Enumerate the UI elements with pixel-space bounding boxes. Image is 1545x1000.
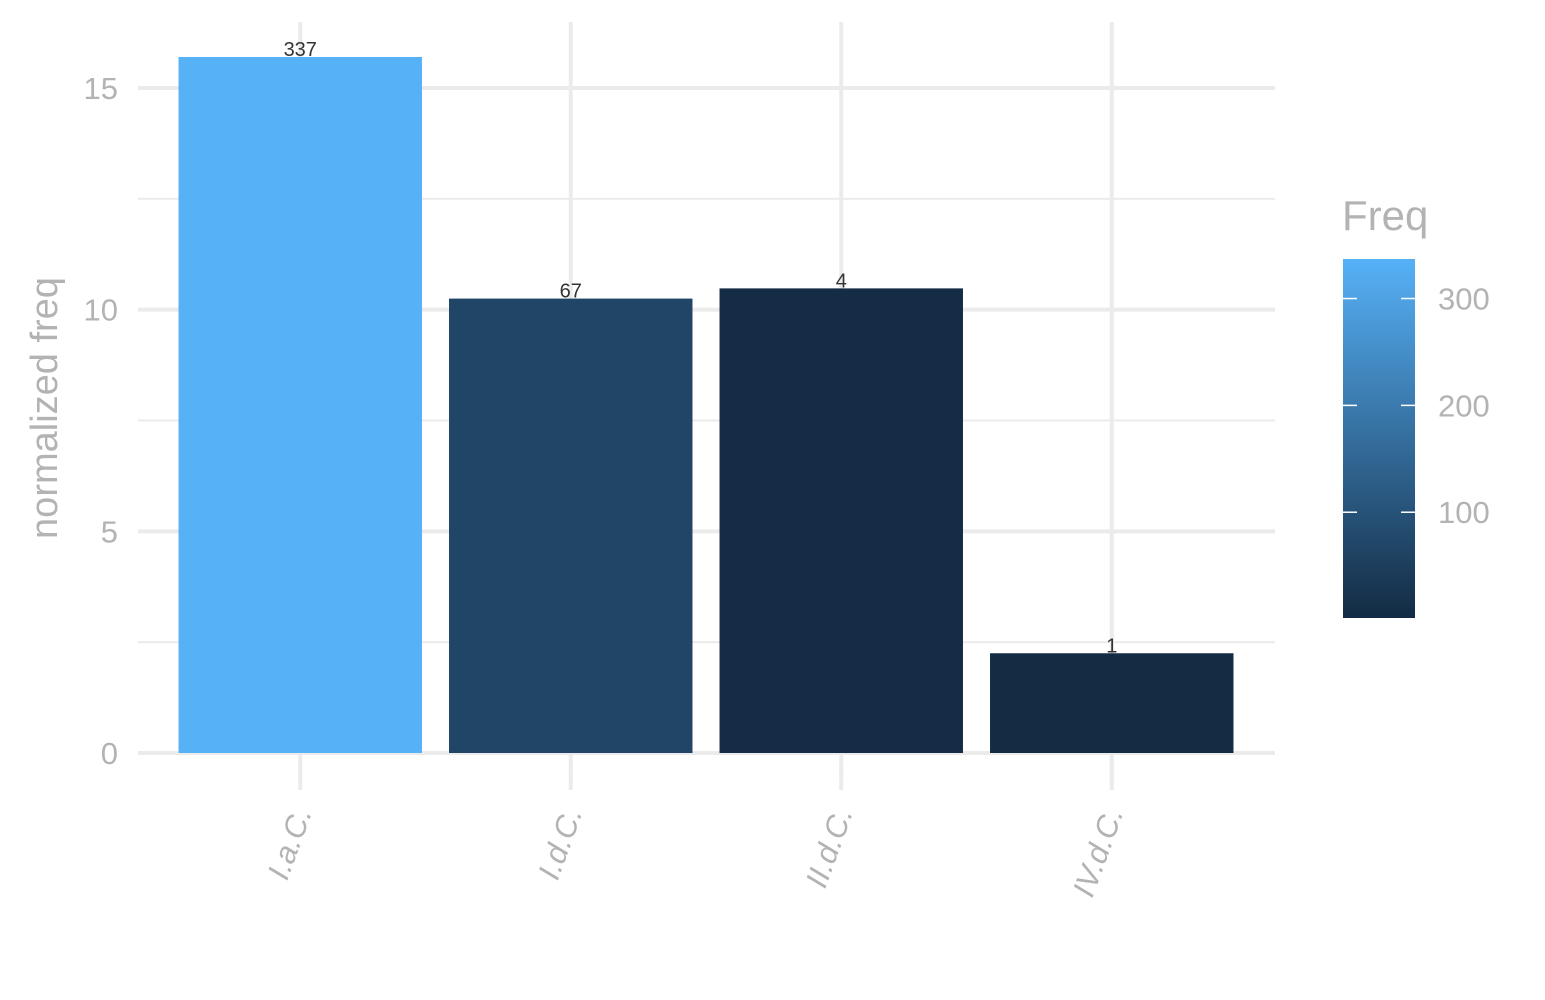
legend-tick-label: 100 <box>1438 495 1490 530</box>
bar-data-label: 337 <box>284 39 317 61</box>
y-tick-label: 10 <box>84 293 118 328</box>
legend-title: Freq <box>1342 192 1428 239</box>
y-axis-title: normalized freq <box>24 277 66 539</box>
x-tick-label: I.d.C. <box>531 802 589 884</box>
legend: Freq 100 200 300 <box>1342 192 1490 618</box>
y-axis-ticks: 0 5 10 15 <box>84 71 118 771</box>
bar-labels: 337 67 4 1 <box>284 39 1118 657</box>
x-tick-label: IV.d.C. <box>1066 802 1131 901</box>
bar-data-label: 4 <box>836 270 847 292</box>
bar-data-label: 67 <box>560 281 582 303</box>
x-tick-label: I.a.C. <box>261 802 319 884</box>
x-tick-label: II.d.C. <box>799 802 860 892</box>
legend-ticks: 100 200 300 <box>1343 282 1490 530</box>
y-tick-label: 5 <box>101 514 118 549</box>
bar-IV.d.C. <box>990 653 1234 753</box>
x-axis-ticks: I.a.C. I.d.C. II.d.C. IV.d.C. <box>261 762 1131 901</box>
bar-II.d.C. <box>719 288 963 753</box>
legend-colorbar <box>1343 259 1415 618</box>
legend-tick-label: 300 <box>1438 282 1490 317</box>
bar-data-label: 1 <box>1106 635 1117 657</box>
bar-I.a.C. <box>178 56 422 753</box>
bar-I.d.C. <box>449 298 693 753</box>
y-tick-label: 15 <box>84 71 118 106</box>
y-tick-label: 0 <box>101 736 118 771</box>
bars <box>178 56 1234 753</box>
legend-tick-label: 200 <box>1438 388 1490 423</box>
